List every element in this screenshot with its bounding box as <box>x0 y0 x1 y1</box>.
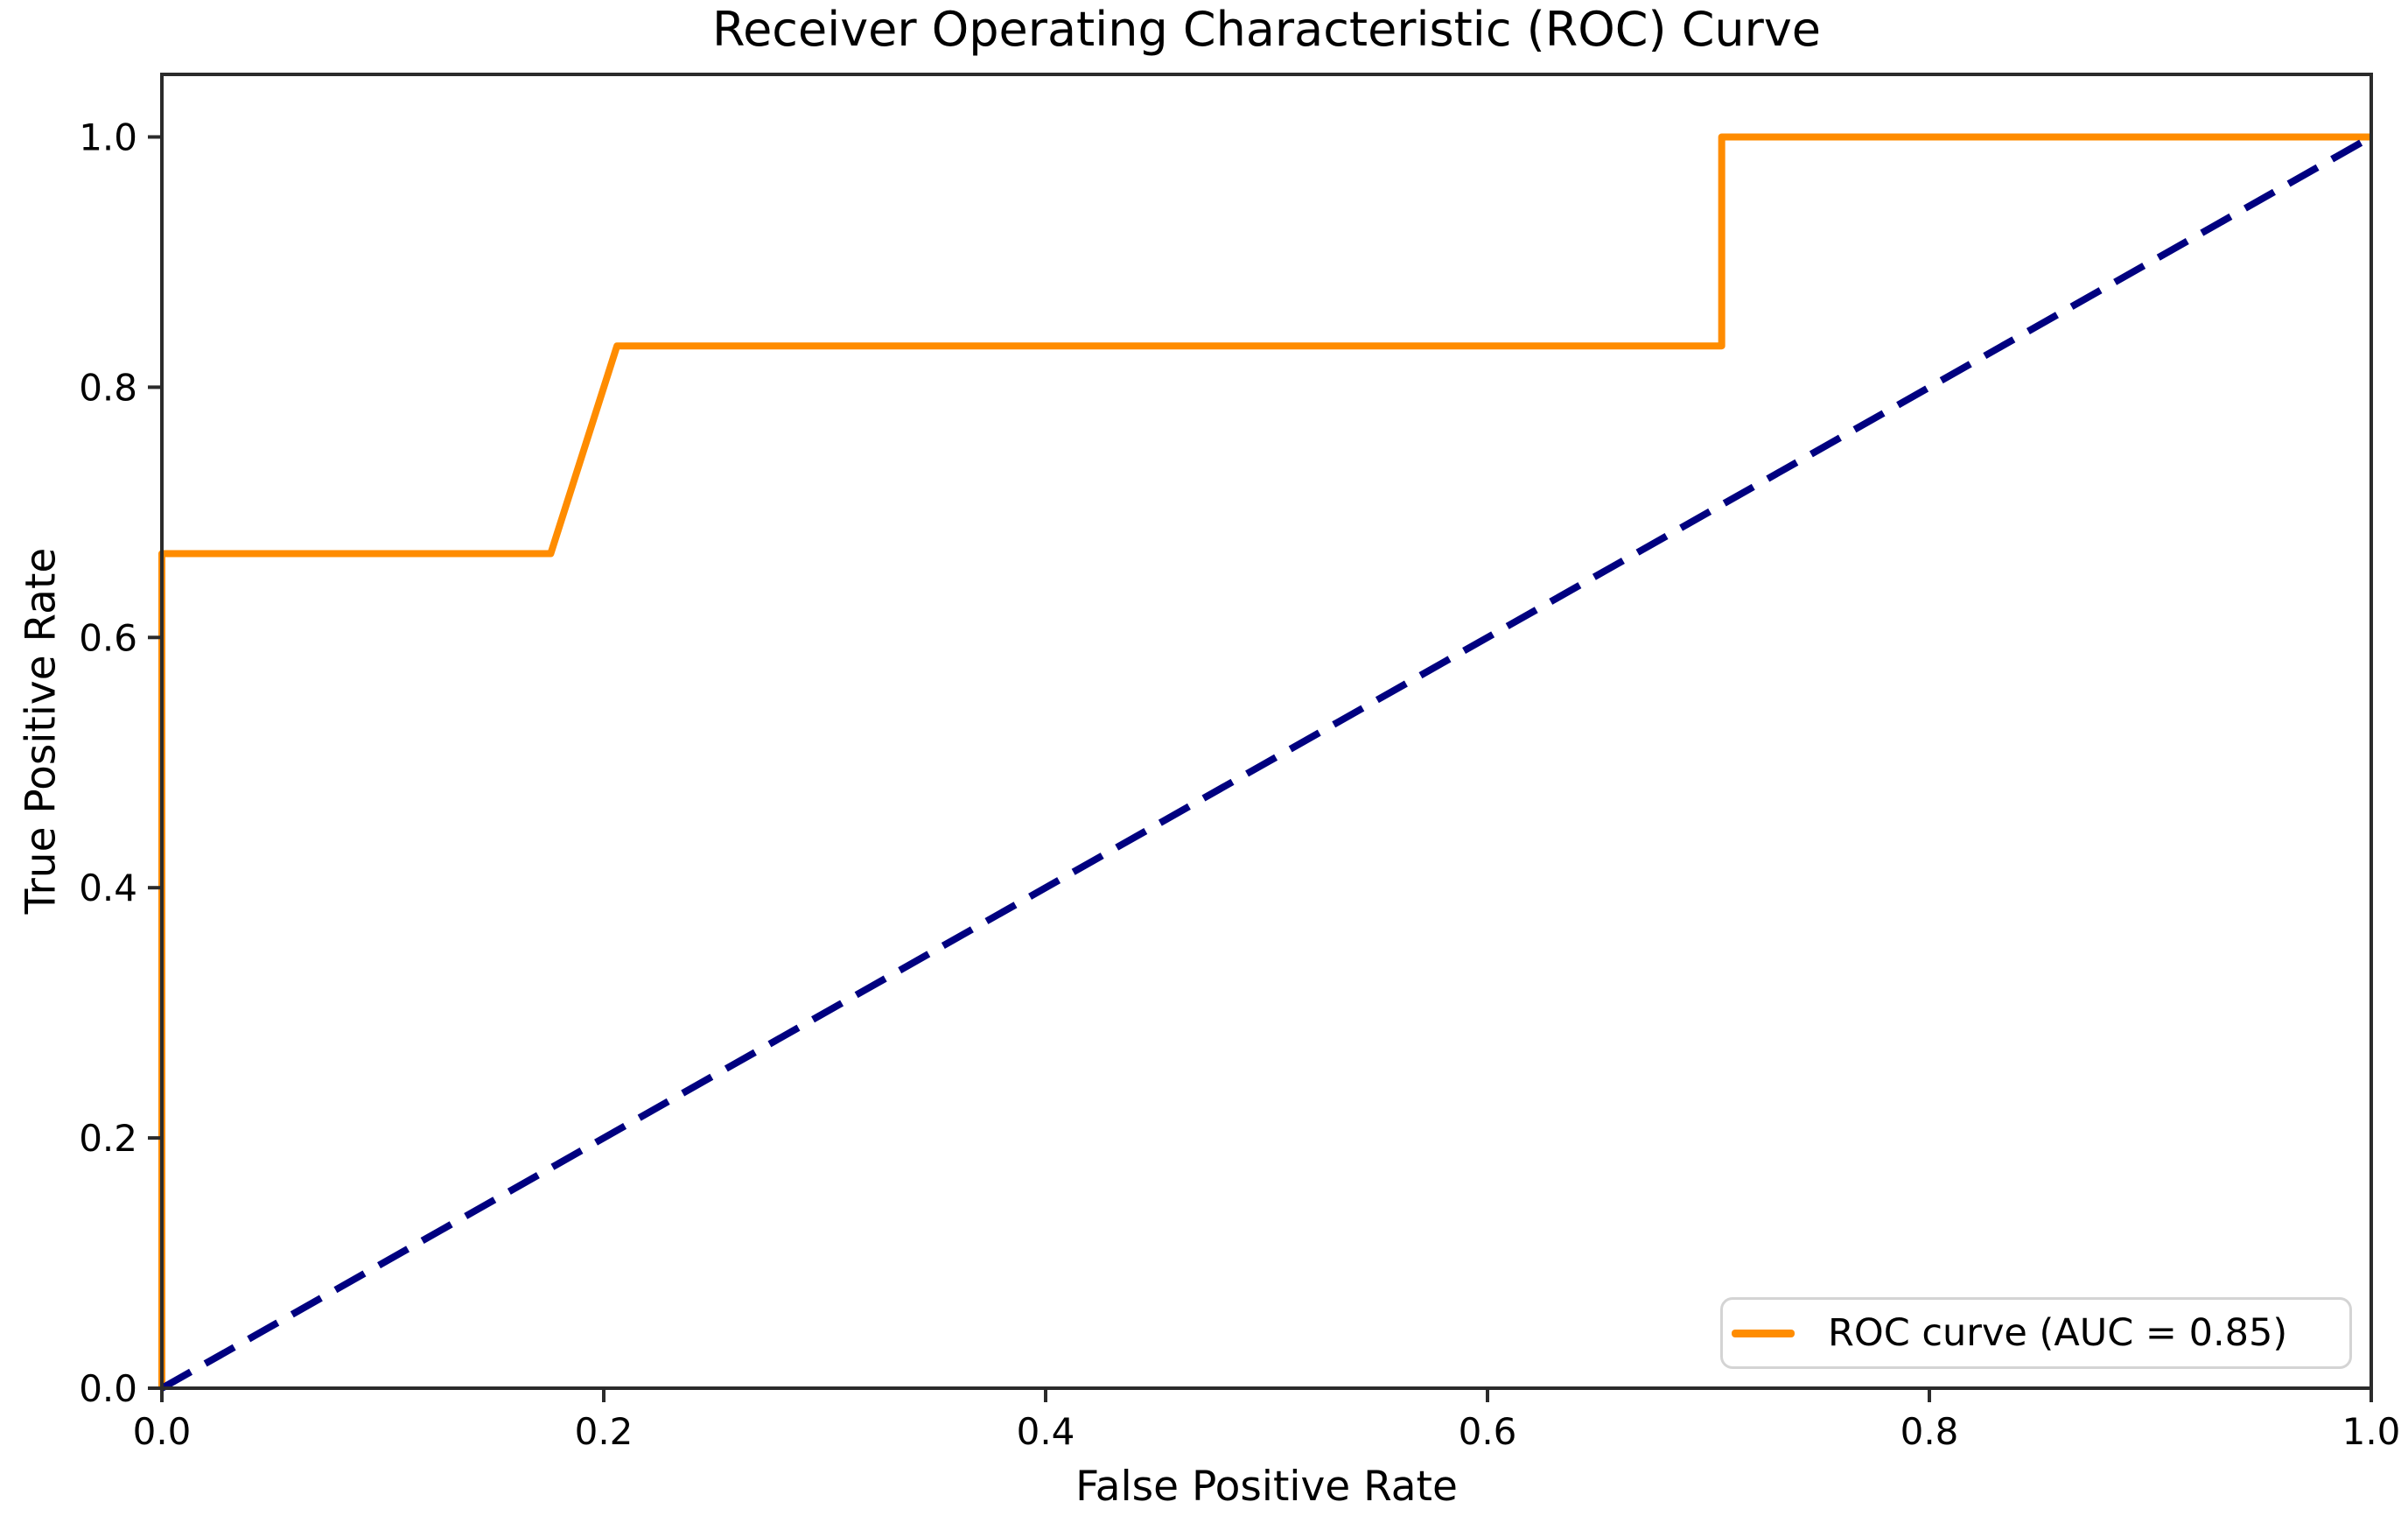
chance-diagonal-line <box>160 133 2373 1392</box>
y-tick-label: 0.8 <box>79 366 137 409</box>
legend: ROC curve (AUC = 0.85) <box>1720 1297 2352 1369</box>
x-tick-label: 0.4 <box>1017 1410 1075 1453</box>
x-tick-label: 1.0 <box>2342 1410 2401 1453</box>
x-axis-label: False Positive Rate <box>1075 1463 1458 1511</box>
y-tick-label: 0.2 <box>79 1117 137 1160</box>
x-tick-label: 0.2 <box>575 1410 634 1453</box>
x-tick-label: 0.8 <box>1900 1410 1959 1453</box>
y-axis-label: True Positive Rate <box>17 547 66 915</box>
y-tick-label: 0.4 <box>79 867 137 909</box>
chart-title: Receiver Operating Characteristic (ROC) … <box>711 2 1822 57</box>
y-tick-label: 0.6 <box>79 616 137 659</box>
axes-frame <box>160 73 2373 1390</box>
y-tick-label: 0.0 <box>79 1367 137 1410</box>
roc-curve-legend-swatch <box>1732 1329 1795 1337</box>
y-tick-label: 1.0 <box>79 116 137 158</box>
legend-label: ROC curve (AUC = 0.85) <box>1828 1311 2288 1355</box>
x-tick-label: 0.6 <box>1459 1410 1517 1453</box>
x-tick-label: 0.0 <box>133 1410 192 1453</box>
